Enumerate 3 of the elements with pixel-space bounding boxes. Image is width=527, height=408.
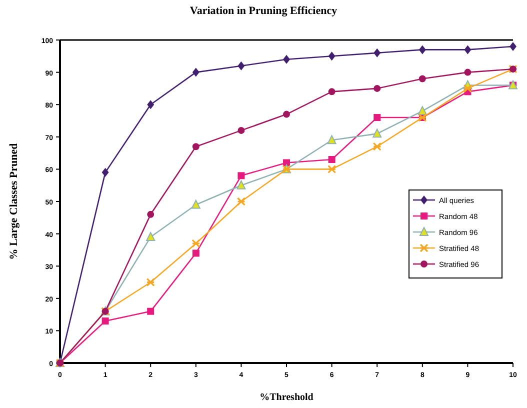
chart-title: Variation in Pruning Efficiency — [190, 5, 338, 17]
y-axis-title: % Large Classes Pruned — [8, 143, 20, 260]
x-axis-title: %Threshold — [260, 392, 314, 403]
